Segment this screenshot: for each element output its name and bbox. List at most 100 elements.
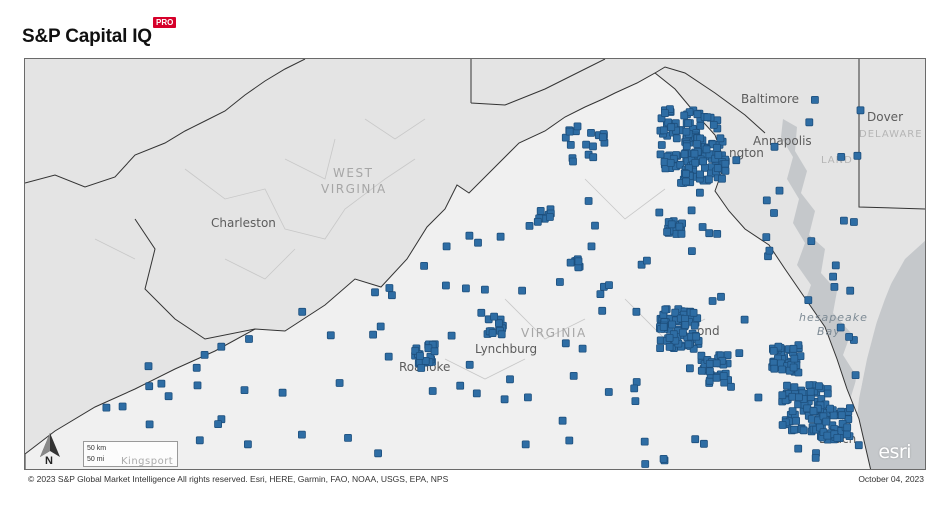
location-marker[interactable] (680, 150, 689, 158)
location-marker[interactable] (659, 126, 668, 135)
location-marker[interactable] (494, 319, 503, 328)
location-marker[interactable] (630, 384, 639, 393)
location-marker[interactable] (680, 111, 689, 120)
location-marker[interactable] (671, 308, 680, 317)
location-marker[interactable] (565, 127, 574, 136)
location-marker[interactable] (684, 119, 693, 128)
location-marker[interactable] (566, 141, 575, 149)
location-marker[interactable] (843, 430, 851, 439)
location-marker[interactable] (778, 421, 787, 429)
location-marker[interactable] (788, 407, 797, 416)
location-marker[interactable] (697, 351, 706, 360)
location-marker[interactable] (682, 142, 691, 151)
location-marker[interactable] (717, 292, 725, 301)
location-marker[interactable] (706, 367, 714, 376)
location-marker[interactable] (496, 232, 505, 241)
location-marker[interactable] (569, 371, 578, 380)
location-marker[interactable] (789, 363, 798, 372)
location-marker[interactable] (682, 127, 691, 136)
location-marker[interactable] (698, 223, 707, 231)
location-marker[interactable] (721, 159, 730, 168)
location-marker[interactable] (243, 440, 252, 449)
location-marker[interactable] (587, 242, 596, 251)
location-marker[interactable] (702, 145, 711, 154)
location-marker[interactable] (385, 284, 394, 292)
location-marker[interactable] (661, 109, 669, 117)
location-marker[interactable] (144, 362, 153, 371)
location-marker[interactable] (790, 425, 799, 434)
location-marker[interactable] (596, 290, 605, 299)
location-marker[interactable] (214, 420, 223, 429)
location-marker[interactable] (518, 286, 527, 295)
location-marker[interactable] (837, 153, 846, 161)
location-marker[interactable] (856, 106, 865, 115)
location-marker[interactable] (561, 339, 570, 348)
location-marker[interactable] (803, 404, 811, 413)
location-marker[interactable] (376, 322, 385, 331)
location-marker[interactable] (681, 320, 690, 329)
location-marker[interactable] (679, 328, 687, 337)
location-marker[interactable] (754, 393, 763, 402)
location-marker[interactable] (778, 391, 787, 400)
location-marker[interactable] (604, 388, 613, 396)
location-markers[interactable] (102, 96, 865, 468)
location-marker[interactable] (854, 441, 863, 450)
location-marker[interactable] (500, 395, 509, 404)
location-marker[interactable] (416, 351, 424, 360)
location-marker[interactable] (713, 143, 721, 152)
location-marker[interactable] (727, 382, 735, 391)
location-marker[interactable] (843, 423, 852, 432)
location-marker[interactable] (456, 381, 465, 390)
location-marker[interactable] (655, 208, 664, 217)
location-marker[interactable] (716, 134, 725, 143)
location-marker[interactable] (582, 140, 590, 149)
location-marker[interactable] (826, 404, 834, 413)
location-marker[interactable] (584, 197, 593, 205)
location-marker[interactable] (721, 166, 730, 175)
location-marker[interactable] (565, 436, 574, 445)
location-marker[interactable] (667, 123, 676, 132)
location-marker[interactable] (740, 315, 749, 324)
location-marker[interactable] (477, 308, 486, 317)
location-marker[interactable] (145, 382, 154, 391)
location-marker[interactable] (659, 454, 668, 463)
location-marker[interactable] (831, 261, 840, 270)
location-marker[interactable] (846, 286, 855, 295)
location-marker[interactable] (689, 308, 698, 317)
location-marker[interactable] (420, 261, 429, 270)
location-marker[interactable] (794, 444, 803, 453)
location-marker[interactable] (640, 437, 649, 446)
location-marker[interactable] (374, 449, 383, 458)
location-marker[interactable] (682, 177, 690, 186)
location-marker[interactable] (840, 216, 848, 225)
location-marker[interactable] (441, 281, 450, 290)
location-marker[interactable] (523, 393, 532, 402)
location-marker[interactable] (790, 383, 799, 392)
location-marker[interactable] (472, 389, 481, 398)
location-marker[interactable] (770, 142, 779, 151)
location-marker[interactable] (790, 354, 799, 363)
location-marker[interactable] (369, 330, 378, 339)
location-marker[interactable] (823, 389, 832, 398)
location-marker[interactable] (712, 359, 721, 368)
location-marker[interactable] (387, 291, 396, 300)
map-canvas[interactable]: Baltimore Dover DELAWARE Annapolis ngton… (25, 59, 926, 470)
location-marker[interactable] (573, 122, 582, 131)
location-marker[interactable] (192, 363, 201, 372)
location-marker[interactable] (705, 175, 713, 184)
location-marker[interactable] (809, 407, 818, 416)
location-marker[interactable] (686, 364, 694, 373)
location-marker[interactable] (461, 284, 470, 293)
location-marker[interactable] (688, 247, 696, 256)
location-marker[interactable] (656, 344, 664, 353)
location-marker[interactable] (556, 278, 564, 286)
location-marker[interactable] (490, 312, 499, 321)
location-marker[interactable] (684, 340, 693, 349)
location-marker[interactable] (720, 378, 729, 387)
location-marker[interactable] (536, 206, 545, 215)
location-marker[interactable] (822, 417, 831, 426)
location-marker[interactable] (833, 433, 842, 442)
location-marker[interactable] (846, 404, 854, 413)
location-marker[interactable] (641, 460, 650, 468)
location-marker[interactable] (102, 403, 111, 412)
